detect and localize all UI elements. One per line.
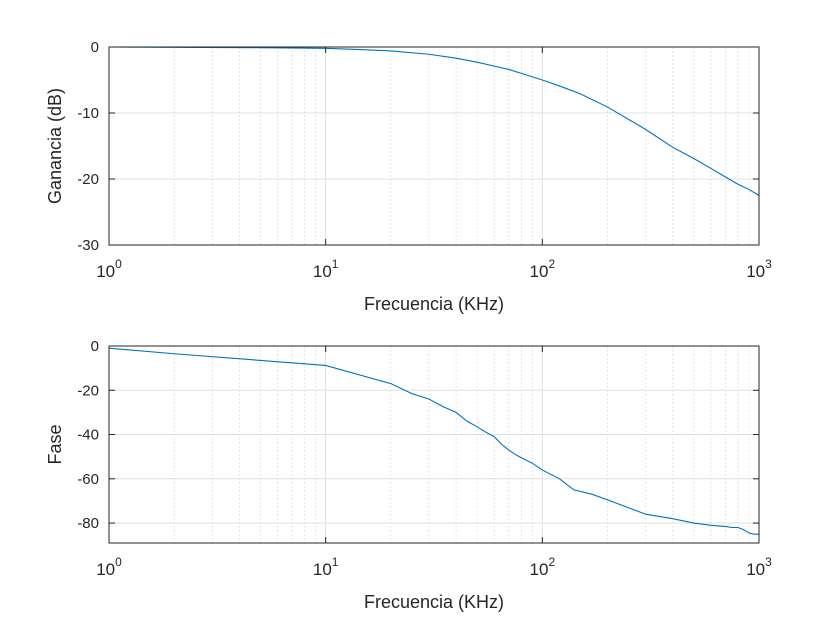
gain-x-axis-title: Frecuencia (KHz) — [364, 294, 504, 314]
phase-y-tick-label: -20 — [77, 382, 99, 399]
gain-x-tick-base: 10 — [746, 262, 765, 281]
gain-x-tick-exponent: 1 — [332, 257, 339, 271]
phase-y-tick-label: -60 — [77, 471, 99, 488]
gain-x-tick-label: 101 — [313, 257, 339, 281]
gain-axes-box — [108, 46, 760, 246]
gain-x-tick-exponent: 3 — [765, 257, 772, 271]
gain-series-line — [108, 46, 760, 196]
gain-x-tick-base: 10 — [530, 262, 549, 281]
phase-y-tick-label: -80 — [77, 515, 99, 532]
phase-x-tick-exponent: 0 — [115, 555, 122, 569]
phase-x-tick-label: 102 — [530, 555, 556, 579]
gain-y-tick-label: -30 — [77, 237, 99, 254]
phase-x-tick-exponent: 3 — [765, 555, 772, 569]
phase-plot-area — [109, 346, 759, 543]
gain-x-tick-base: 10 — [96, 262, 115, 281]
phase-x-tick-exponent: 1 — [332, 555, 339, 569]
phase-y-tick-label: 0 — [91, 338, 99, 355]
gain-x-tick-label: 103 — [746, 257, 772, 281]
gain-y-tick-label: -20 — [77, 171, 99, 188]
phase-x-tick-label: 101 — [313, 555, 339, 579]
gain-x-tick-label: 100 — [96, 257, 122, 281]
phase-x-tick-base: 10 — [313, 560, 332, 579]
phase-x-tick-base: 10 — [746, 560, 765, 579]
phase-x-tick-exponent: 2 — [548, 555, 555, 569]
gain-y-axis-title: Ganancia (dB) — [45, 88, 65, 204]
gain-y-tick-label: -10 — [77, 105, 99, 122]
phase-x-tick-label: 100 — [96, 555, 122, 579]
gain-x-tick-label: 102 — [530, 257, 556, 281]
phase-x-axis-title: Frecuencia (KHz) — [364, 592, 504, 612]
phase-x-tick-label: 103 — [746, 555, 772, 579]
phase-y-tick-label: -40 — [77, 427, 99, 444]
gain-x-tick-exponent: 2 — [548, 257, 555, 271]
gain-y-tick-label: 0 — [91, 39, 99, 56]
phase-series-line — [108, 347, 759, 535]
gain-x-tick-base: 10 — [313, 262, 332, 281]
phase-x-tick-base: 10 — [530, 560, 549, 579]
gain-plot-area — [109, 47, 759, 245]
phase-axes-box — [108, 345, 760, 544]
gain-x-tick-exponent: 0 — [115, 257, 122, 271]
phase-y-axis-title: Fase — [45, 424, 65, 464]
phase-x-tick-base: 10 — [96, 560, 115, 579]
